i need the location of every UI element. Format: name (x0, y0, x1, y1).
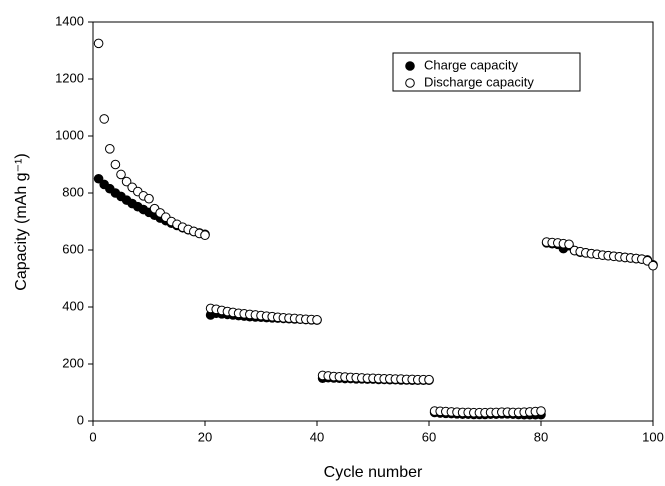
data-point (93, 173, 104, 184)
y-tick-label: 1200 (55, 70, 84, 85)
y-tick-label: 0 (77, 412, 84, 427)
data-point (99, 114, 109, 124)
data-point (144, 193, 154, 204)
data-point (648, 260, 658, 271)
x-axis-title: Cycle number (324, 464, 423, 481)
legend-marker (405, 61, 415, 71)
legend-label: Charge capacity (424, 57, 518, 72)
y-axis-title: Capacity (mAh g⁻¹) (13, 153, 30, 290)
y-tick-label: 600 (62, 241, 84, 256)
y-tick-label: 400 (62, 298, 84, 313)
y-tick-label: 800 (62, 184, 84, 199)
legend-box (392, 52, 581, 92)
data-point (564, 239, 574, 250)
data-point (536, 406, 546, 416)
x-tick-label: 0 (89, 429, 96, 444)
data-point (93, 38, 104, 49)
data-point (105, 144, 115, 154)
data-point (200, 230, 210, 240)
data-point (424, 374, 434, 385)
data-point (110, 159, 121, 170)
data-point (312, 315, 322, 325)
data-point (116, 169, 126, 180)
x-tick-label: 80 (534, 429, 548, 444)
plot-frame (92, 21, 654, 422)
y-tick-label: 200 (62, 355, 84, 370)
x-tick-label: 40 (310, 429, 324, 444)
x-tick-label: 20 (198, 429, 212, 444)
y-tick-label: 1400 (55, 13, 84, 28)
x-tick-label: 60 (422, 429, 436, 444)
y-tick-label: 1000 (55, 127, 84, 142)
legend-label: Discharge capacity (424, 74, 534, 89)
data-point (121, 176, 132, 187)
legend-marker (405, 78, 415, 88)
x-tick-label: 100 (642, 429, 664, 444)
